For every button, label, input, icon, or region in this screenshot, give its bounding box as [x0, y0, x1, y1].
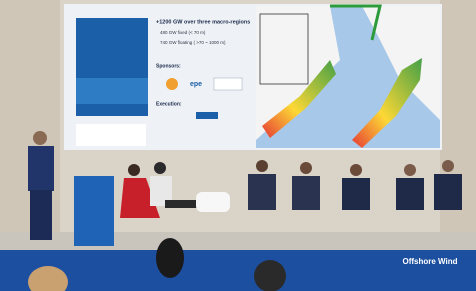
panelist-head	[404, 164, 416, 176]
audience-head	[254, 260, 286, 291]
panelist-suit	[342, 178, 370, 210]
sponsor-logo-text: epe	[190, 81, 202, 88]
page: {"slide": {"headline": "+1200 GW over th…	[0, 0, 476, 291]
slide-bullet: 480 GW fixed (< 70 m)	[160, 30, 206, 35]
slide-notes	[76, 124, 146, 146]
panelist-head	[300, 162, 312, 174]
chair	[196, 192, 230, 212]
panelist-suit	[396, 178, 424, 210]
audience-head	[156, 238, 184, 278]
sponsor-logo	[166, 78, 178, 90]
slide-bullet: 740 GW floating ( >70 ~ 1000 m)	[160, 40, 226, 45]
banner-text: Offshore Wind	[402, 257, 457, 266]
panelist-suit	[434, 174, 462, 210]
speaker-jacket	[28, 146, 54, 191]
stage-floor	[0, 232, 476, 252]
panelist-head	[256, 160, 268, 172]
sponsors-label: Sponsors:	[156, 63, 181, 69]
panelist-head	[128, 164, 140, 176]
podium	[74, 176, 114, 246]
scene: +1200 GW over three macro-regions 480 GW…	[0, 0, 476, 291]
panelist-head	[350, 164, 362, 176]
panelist-suit	[292, 176, 320, 210]
execution-logo	[196, 112, 218, 119]
report-cover-image	[76, 78, 148, 104]
panelist-head	[442, 160, 454, 172]
execution-label: Execution:	[156, 101, 182, 107]
speaker-head	[33, 131, 47, 145]
panelist-head	[154, 162, 166, 174]
speaker-trousers	[30, 190, 52, 240]
panelist-suit	[248, 174, 276, 210]
slide-headline: +1200 GW over three macro-regions	[156, 19, 250, 25]
sponsor-logo	[214, 78, 242, 90]
